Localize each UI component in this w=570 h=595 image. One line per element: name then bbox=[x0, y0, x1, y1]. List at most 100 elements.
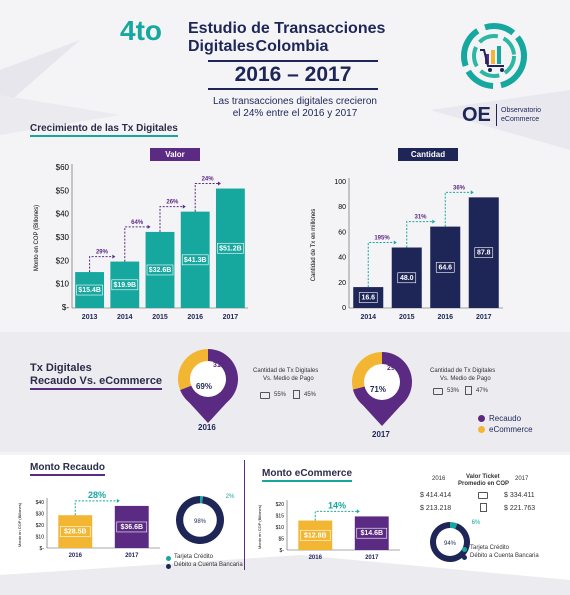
growth-arrow bbox=[124, 226, 148, 262]
subtitle-line2: el 24% entre el 2016 y 2017 bbox=[232, 108, 358, 119]
data-label-box bbox=[299, 529, 331, 541]
growth-arrow bbox=[89, 256, 113, 273]
recaudo-legend2: Débito a Cuenta Bancaria bbox=[174, 562, 243, 568]
y-axis-title: Monto en COP (Billones) bbox=[257, 504, 262, 549]
header: 4to Estudio de Transacciones Digitales C… bbox=[0, 0, 570, 126]
growth-title: Crecimiento de las Tx Digitales bbox=[30, 123, 178, 137]
bank-icon bbox=[465, 386, 472, 395]
x-tick-label: 2016 bbox=[437, 314, 453, 321]
bar bbox=[430, 226, 461, 308]
ecommerce-legend1: Tarjeta Crédito bbox=[470, 545, 510, 551]
t2016-b: $ 213.218 bbox=[420, 505, 452, 512]
bar bbox=[58, 515, 93, 548]
x-tick-label: 2013 bbox=[82, 314, 98, 321]
y-tick-label: $10 bbox=[36, 535, 45, 541]
growth-arrow bbox=[314, 510, 357, 521]
y-tick-label: 60 bbox=[338, 229, 346, 236]
card-icon bbox=[478, 492, 488, 499]
band-separator bbox=[0, 332, 570, 452]
bar bbox=[114, 505, 149, 548]
y-tick-label: $30 bbox=[56, 233, 70, 242]
title-line2: Colombia bbox=[255, 38, 329, 55]
growth-label: 31% bbox=[414, 215, 427, 221]
data-label: 16.6 bbox=[361, 295, 375, 302]
m2016-bank: 45% bbox=[304, 392, 317, 398]
data-label-box bbox=[397, 272, 417, 284]
recaudo-donut: 98% 2% bbox=[176, 494, 235, 544]
growth-label: 195% bbox=[374, 236, 390, 242]
bank-icon bbox=[293, 390, 300, 399]
y-tick-label: $40 bbox=[56, 210, 70, 219]
logo-divider bbox=[496, 104, 497, 126]
data-label-box bbox=[146, 264, 174, 276]
data-label: $51.2B bbox=[219, 245, 242, 252]
growth-label: 64% bbox=[131, 220, 144, 226]
data-label-box bbox=[116, 521, 148, 533]
data-label: $41.3B bbox=[184, 257, 207, 264]
data-label-box bbox=[474, 247, 494, 258]
growth-arrowhead bbox=[356, 509, 360, 514]
recaudo-legend1: Tarjeta Crédito bbox=[174, 554, 214, 560]
valor-tab: Valor bbox=[150, 148, 200, 161]
year-2016-label: 2016 bbox=[198, 423, 216, 432]
t2017-a: $ 334.411 bbox=[504, 492, 535, 499]
pie-label-small: 29% bbox=[387, 365, 402, 372]
year-2017-label: 2017 bbox=[372, 430, 390, 439]
growth-arrowhead bbox=[217, 181, 221, 186]
bar bbox=[215, 188, 245, 308]
growth-label: 28% bbox=[88, 490, 106, 500]
growth-arrow bbox=[444, 191, 471, 227]
period: 2016 – 2017 bbox=[234, 63, 352, 86]
y-tick-label: $20 bbox=[276, 502, 285, 508]
donut-hole bbox=[436, 528, 464, 556]
bar bbox=[110, 261, 140, 308]
cantidad-tab: Cantidad bbox=[398, 148, 458, 161]
growth-label: 26% bbox=[166, 200, 179, 206]
legend-recaudo-dot bbox=[478, 415, 485, 422]
recaudo-chart: $- $10 $20 $30 $40 Monto en COP (Billones) $28… bbox=[17, 490, 160, 559]
pin-chart-2016: 69% 31% bbox=[178, 349, 238, 423]
ecommerce-title: Monto eCommerce bbox=[262, 468, 353, 482]
y-axis-title: Monto en COP (Billones) bbox=[17, 502, 22, 547]
ecommerce-chart: $- $5 $10 $15 $20 Monto en COP (Billones) $12.… bbox=[257, 500, 400, 561]
y-tick-label: $5 bbox=[278, 537, 284, 543]
x-tick-label: 2016 bbox=[187, 314, 203, 321]
x-tick-label: 2017 bbox=[223, 314, 239, 321]
recaudo-title: Monto Recaudo bbox=[30, 462, 105, 476]
caption-2017-line2: Vs. Medio de Pago bbox=[440, 376, 491, 382]
legend-bank-dot bbox=[462, 555, 467, 560]
data-label-box bbox=[217, 242, 244, 254]
y-tick-label: 100 bbox=[334, 179, 346, 186]
legend-ecommerce-dot bbox=[478, 426, 485, 433]
t2016-a: $ 414.414 bbox=[420, 492, 452, 499]
legend-card-dot bbox=[462, 547, 467, 552]
x-tick-label: 2014 bbox=[360, 314, 376, 321]
pie-label-big: 69% bbox=[196, 382, 212, 391]
legend-card-dot bbox=[166, 556, 171, 561]
period-box: 2016 – 2017 bbox=[208, 60, 378, 90]
x-tick-label: 2016 bbox=[309, 555, 323, 561]
x-tick-label: 2016 bbox=[69, 553, 83, 559]
subtitle-line1: Las transacciones digitales crecieron bbox=[213, 96, 377, 107]
bar bbox=[391, 247, 422, 308]
legend-recaudo: Recaudo bbox=[489, 414, 522, 423]
growth-arrowhead bbox=[147, 224, 151, 229]
x-tick-label: 2017 bbox=[125, 553, 139, 559]
y-tick-label: $60 bbox=[56, 163, 70, 172]
y-tick-label: $50 bbox=[56, 186, 70, 195]
y-tick-label: $- bbox=[62, 303, 69, 312]
data-label-box bbox=[181, 254, 209, 266]
bar bbox=[298, 520, 333, 550]
bar bbox=[145, 231, 175, 308]
x-tick-label: 2014 bbox=[117, 314, 133, 321]
donut-hole bbox=[183, 503, 217, 537]
x-tick-label: 2015 bbox=[152, 314, 168, 321]
data-label: 87.8 bbox=[477, 250, 491, 257]
y-axis-title: Monto en COP (Billones) bbox=[34, 205, 40, 271]
y-tick-label: 80 bbox=[338, 204, 346, 211]
growth-label: 14% bbox=[328, 500, 346, 510]
y-tick-label: $- bbox=[40, 546, 45, 552]
txsplit-title-line1: Tx Digitales bbox=[30, 362, 92, 374]
caption-2016-line1: Cantidad de Tx Digitales bbox=[253, 368, 319, 374]
t2017-b: $ 221.763 bbox=[504, 505, 536, 512]
